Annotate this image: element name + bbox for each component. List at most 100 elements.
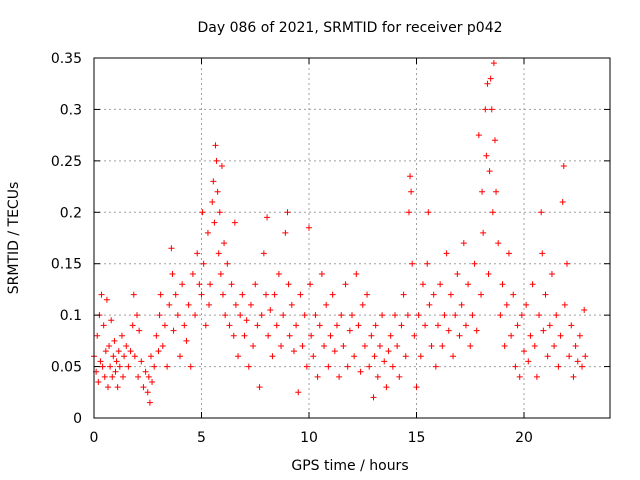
data-point bbox=[145, 373, 152, 380]
axis-ticks bbox=[93, 57, 610, 419]
data-point bbox=[338, 312, 345, 319]
data-point bbox=[115, 348, 122, 355]
data-point bbox=[454, 271, 461, 277]
data-point bbox=[417, 353, 424, 360]
data-point bbox=[230, 332, 237, 339]
data-point bbox=[387, 332, 394, 339]
data-point bbox=[344, 363, 351, 370]
data-point bbox=[202, 322, 209, 329]
data-point bbox=[134, 312, 140, 319]
data-points bbox=[91, 60, 589, 406]
data-point bbox=[570, 373, 577, 380]
data-point bbox=[100, 322, 107, 329]
data-point bbox=[224, 260, 231, 267]
data-point bbox=[407, 173, 414, 180]
data-point bbox=[467, 343, 474, 349]
data-point bbox=[258, 312, 265, 319]
data-point bbox=[273, 322, 280, 329]
data-point bbox=[443, 250, 450, 257]
data-point bbox=[170, 327, 177, 334]
data-point bbox=[140, 384, 147, 391]
data-point bbox=[432, 363, 439, 370]
data-point bbox=[450, 353, 457, 360]
data-point bbox=[104, 384, 111, 391]
x-tick-label: 20 bbox=[515, 430, 533, 446]
data-point bbox=[110, 353, 117, 360]
data-point bbox=[525, 358, 532, 365]
data-point bbox=[483, 152, 490, 159]
data-point bbox=[331, 348, 338, 355]
data-point bbox=[582, 353, 589, 360]
data-point bbox=[290, 348, 297, 355]
data-point bbox=[512, 363, 519, 370]
data-point bbox=[252, 281, 259, 288]
data-point bbox=[581, 307, 588, 313]
plot-frame bbox=[93, 57, 611, 419]
data-point bbox=[325, 363, 332, 370]
data-point bbox=[295, 389, 302, 396]
data-point bbox=[398, 322, 405, 329]
data-point bbox=[553, 312, 560, 319]
data-point bbox=[125, 363, 132, 370]
data-point bbox=[156, 312, 163, 319]
data-point bbox=[505, 250, 512, 257]
data-point bbox=[404, 312, 411, 319]
data-point bbox=[275, 271, 282, 277]
data-point bbox=[566, 353, 573, 360]
data-point bbox=[321, 343, 328, 349]
data-point bbox=[297, 291, 304, 298]
data-point bbox=[241, 332, 248, 339]
data-point bbox=[129, 322, 136, 329]
data-point bbox=[216, 209, 223, 216]
data-point bbox=[516, 373, 523, 380]
data-point bbox=[379, 312, 386, 319]
data-point bbox=[351, 353, 358, 360]
data-point bbox=[462, 322, 469, 329]
data-point bbox=[288, 301, 295, 308]
data-point bbox=[131, 353, 138, 360]
x-axis-label: GPS time / hours bbox=[291, 458, 408, 474]
grid-lines bbox=[94, 58, 610, 418]
data-point bbox=[121, 353, 128, 360]
data-point bbox=[546, 322, 553, 329]
data-point bbox=[456, 332, 463, 339]
data-point bbox=[487, 75, 494, 82]
data-point bbox=[392, 312, 398, 319]
data-point bbox=[568, 322, 575, 329]
data-point bbox=[557, 332, 564, 339]
data-point bbox=[465, 281, 472, 288]
data-point bbox=[389, 363, 396, 370]
data-point bbox=[542, 291, 549, 298]
data-point bbox=[278, 343, 285, 349]
data-point bbox=[185, 301, 192, 308]
data-point bbox=[521, 348, 527, 355]
data-point bbox=[439, 343, 446, 349]
data-point bbox=[254, 322, 261, 329]
data-point bbox=[164, 363, 171, 370]
data-point bbox=[490, 60, 497, 67]
data-point bbox=[531, 343, 538, 349]
data-point bbox=[207, 281, 214, 288]
data-point bbox=[548, 271, 555, 277]
data-point bbox=[400, 291, 407, 298]
data-point bbox=[501, 343, 508, 349]
data-point bbox=[579, 363, 586, 370]
data-point bbox=[346, 327, 353, 334]
data-point bbox=[155, 348, 162, 355]
data-point bbox=[510, 291, 517, 298]
data-point bbox=[484, 80, 491, 87]
data-point bbox=[210, 178, 217, 185]
data-point bbox=[284, 209, 291, 216]
data-point bbox=[239, 291, 246, 298]
data-point bbox=[385, 348, 392, 355]
data-point bbox=[370, 394, 377, 401]
data-point bbox=[376, 343, 383, 349]
data-point bbox=[428, 343, 435, 349]
data-point bbox=[136, 327, 143, 334]
data-point bbox=[237, 312, 244, 319]
y-tick-label: 0.3 bbox=[60, 102, 82, 118]
data-point bbox=[293, 322, 300, 329]
data-point bbox=[533, 373, 540, 380]
data-point bbox=[503, 301, 510, 308]
